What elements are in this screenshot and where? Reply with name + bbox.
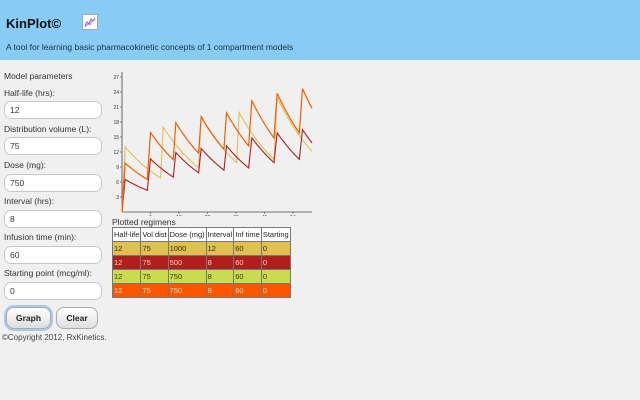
regimen-cell: 12 — [111, 269, 142, 284]
app-tagline: A tool for learning basic pharmacokineti… — [6, 42, 294, 52]
regimen-cell: 12 — [111, 255, 142, 270]
regimen-row: 12 75 1000 12 60 0 — [111, 241, 291, 256]
distribution-volume-input[interactable] — [4, 137, 102, 155]
y-tick-label: 6 — [116, 180, 119, 186]
regimen-cell: 75 — [140, 269, 169, 284]
y-tick-label: 21 — [113, 105, 119, 111]
dose-input[interactable] — [4, 174, 102, 192]
regimen-cell: 0 — [260, 283, 291, 298]
half-life-label: Half-life (hrs): — [4, 88, 56, 98]
regimen-cell: 75 — [140, 283, 169, 298]
regimen-cell: 0 — [260, 269, 291, 284]
interval-label: Interval (hrs): — [4, 196, 55, 206]
regimen-cell: 60 — [233, 255, 262, 270]
regimen-row: 12 75 500 8 60 0 — [111, 255, 291, 270]
concentration-line-series-2 — [121, 128, 313, 213]
x-tick-label: 18 — [176, 215, 182, 216]
regimen-cell: 8 — [205, 283, 235, 298]
regimen-cell: 60 — [233, 283, 262, 298]
infusion-time-input[interactable] — [4, 246, 102, 264]
plotted-regimens-title: Plotted regimens — [112, 217, 176, 227]
regimen-cell: 12 — [111, 241, 142, 256]
x-tick-label: 54 — [290, 215, 296, 216]
x-tick-label: 9 — [149, 215, 152, 216]
regimen-row: 12 75 750 8 60 0 — [111, 283, 291, 298]
regimen-cell: 12 — [111, 283, 142, 298]
regimen-cell: 750 — [167, 283, 207, 298]
regimen-cell: 1000 — [167, 241, 207, 256]
concentration-line-series-1 — [121, 97, 313, 213]
model-parameters-title: Model parameters — [4, 71, 73, 81]
y-tick-label: 24 — [113, 90, 119, 96]
half-life-input[interactable] — [4, 101, 102, 119]
regimens-header-cell: Starting — [260, 227, 291, 242]
y-tick-label: 3 — [116, 195, 119, 201]
app-header: KinPlot© A tool for learning basic pharm… — [0, 0, 640, 60]
graph-button[interactable]: Graph — [6, 307, 51, 329]
infusion-time-label: Infusion time (min): — [4, 232, 77, 242]
regimen-cell: 75 — [140, 241, 169, 256]
x-tick-label: 36 — [233, 215, 239, 216]
regimen-row: 12 75 750 8 60 0 — [111, 269, 291, 284]
regimens-header-cell: Inf time — [233, 227, 262, 242]
regimens-table: Half-life Vol dist Dose (mg) Interval Inf ti… — [111, 227, 291, 298]
regimens-header-cell: Vol dist — [140, 227, 169, 242]
copyright-text: ©Copyright 2012, RxKinetics. — [2, 333, 107, 342]
starting-point-input[interactable] — [4, 282, 102, 300]
app-title: KinPlot© — [6, 16, 62, 31]
y-tick-label: 12 — [113, 150, 119, 156]
regimen-cell: 0 — [260, 241, 291, 256]
interval-input[interactable] — [4, 210, 102, 228]
y-tick-label: 9 — [116, 165, 119, 171]
y-tick-label: 18 — [113, 120, 119, 126]
distribution-volume-label: Distribution volume (L): — [4, 124, 92, 134]
regimen-cell: 500 — [167, 255, 207, 270]
concentration-chart: 36912151821242791827364554 — [113, 72, 313, 216]
regimen-cell: 60 — [233, 269, 262, 284]
concentration-line-series-4 — [121, 88, 313, 213]
regimens-header-cell: Interval — [205, 227, 235, 242]
regimen-cell: 8 — [205, 269, 235, 284]
regimens-header-cell: Half-life — [111, 227, 142, 242]
dose-label: Dose (mg): — [4, 160, 47, 170]
x-tick-label: 45 — [262, 215, 268, 216]
regimens-header-cell: Dose (mg) — [167, 227, 207, 242]
y-tick-label: 15 — [113, 135, 119, 141]
starting-point-label: Starting point (mcg/ml): — [4, 268, 92, 278]
regimen-cell: 8 — [205, 255, 235, 270]
regimen-cell: 75 — [140, 255, 169, 270]
regimen-cell: 60 — [233, 241, 262, 256]
regimen-cell: 0 — [260, 255, 291, 270]
regimen-cell: 750 — [167, 269, 207, 284]
chart-logo-icon — [82, 14, 98, 30]
x-tick-label: 27 — [205, 215, 211, 216]
regimen-cell: 12 — [205, 241, 235, 256]
y-tick-label: 27 — [113, 75, 119, 81]
clear-button[interactable]: Clear — [56, 307, 98, 329]
